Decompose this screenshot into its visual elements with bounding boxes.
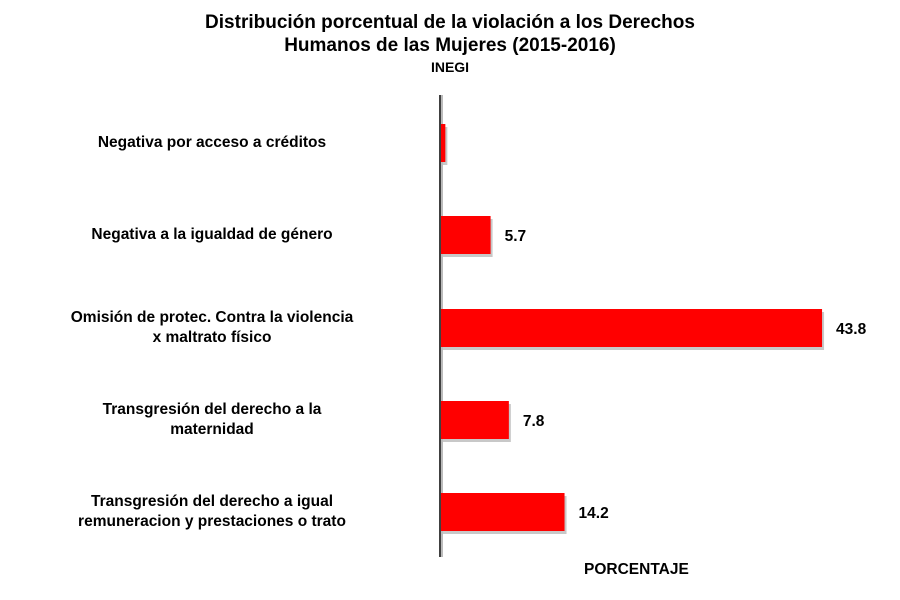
category-label-line: Negativa a la igualdad de género: [91, 226, 333, 243]
chart-title-line-2: Humanos de las Mujeres (2015-2016): [284, 35, 616, 56]
category-label: Transgresión del derecho a igual remunera…: [2, 492, 422, 532]
chart-title-line-1: Distribución porcentual de la violación …: [205, 12, 695, 33]
bar: [441, 216, 491, 254]
bar: [441, 124, 446, 162]
category-label-line: Omisión de protec. Contra la violencia: [70, 309, 354, 326]
x-axis-label: PORCENTAJE: [584, 561, 689, 578]
category-label-line: remuneracion y prestaciones o trato: [78, 513, 346, 530]
data-label: 43.8: [836, 321, 867, 338]
category-label: Transgresión del derecho a la maternidad: [2, 400, 422, 440]
category-label-line: x maltrato físico: [152, 329, 272, 346]
data-label: 5.7: [505, 228, 527, 245]
bar: [441, 401, 509, 439]
category-label-line: maternidad: [170, 421, 254, 438]
chart-subtitle: INEGI: [430, 59, 470, 75]
category-label: Omisión de protec. Contra la violencia x …: [2, 308, 422, 348]
bar: [441, 493, 565, 531]
data-label: 14.2: [579, 505, 609, 522]
category-label: Negativa por acceso a créditos: [2, 133, 422, 153]
category-label-line: Negativa por acceso a créditos: [97, 134, 327, 151]
data-label: 7.8: [523, 413, 545, 430]
category-label-line: Transgresión del derecho a la: [102, 401, 322, 418]
category-label: Negativa a la igualdad de género: [2, 225, 422, 245]
bar: [441, 309, 823, 347]
category-label-line: Transgresión del derecho a igual: [90, 493, 334, 510]
